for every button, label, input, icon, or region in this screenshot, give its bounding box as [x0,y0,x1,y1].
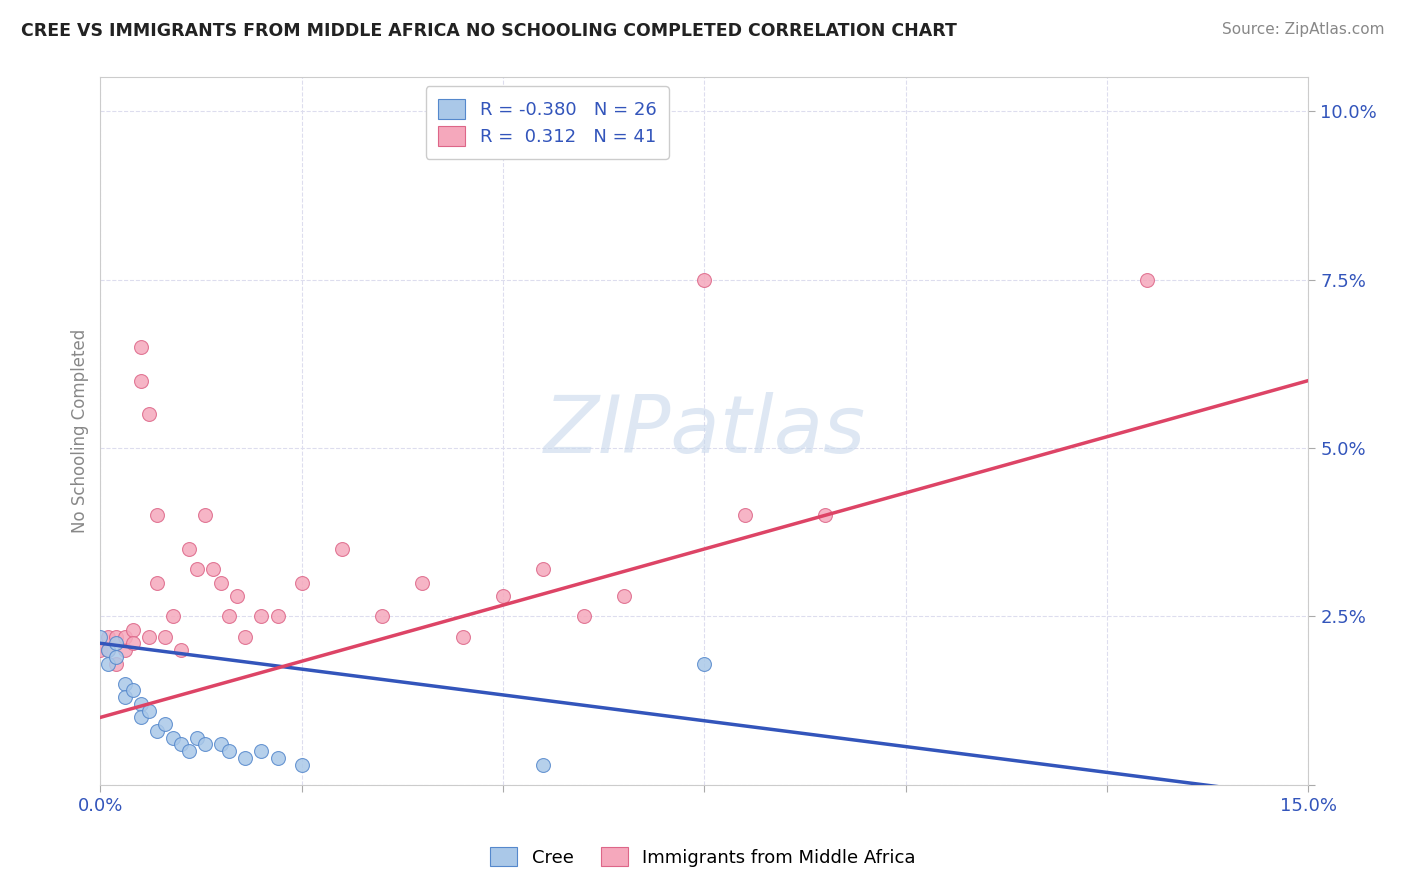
Point [1136,272,1159,286]
Point [291,757,314,772]
Point [105,630,128,644]
Point [162,609,184,624]
Point [129,374,152,388]
Point [129,710,152,724]
Point [572,609,595,624]
Point [97,643,120,657]
Point [693,657,716,671]
Point [114,676,136,690]
Legend: R = -0.380   N = 26, R =  0.312   N = 41: R = -0.380 N = 26, R = 0.312 N = 41 [426,87,669,159]
Text: CREE VS IMMIGRANTS FROM MIDDLE AFRICA NO SCHOOLING COMPLETED CORRELATION CHART: CREE VS IMMIGRANTS FROM MIDDLE AFRICA NO… [21,22,957,40]
Point [114,690,136,705]
Y-axis label: No Schooling Completed: No Schooling Completed [72,329,89,533]
Point [170,737,193,751]
Point [411,575,433,590]
Point [531,562,554,576]
Point [138,407,160,421]
Point [250,609,273,624]
Point [121,683,143,698]
Point [218,744,240,758]
Point [226,589,249,603]
Point [105,657,128,671]
Point [202,562,225,576]
Point [233,751,256,765]
Point [451,630,474,644]
Point [371,609,394,624]
Point [186,562,208,576]
Point [194,508,217,523]
Point [186,731,208,745]
Point [114,630,136,644]
Point [145,508,167,523]
Point [114,643,136,657]
Point [218,609,240,624]
Point [170,643,193,657]
Point [89,630,111,644]
Point [330,541,353,556]
Point [266,751,288,765]
Point [613,589,636,603]
Point [138,630,160,644]
Point [194,737,217,751]
Point [734,508,756,523]
Point [177,541,200,556]
Point [105,636,128,650]
Point [97,657,120,671]
Point [266,609,288,624]
Point [97,630,120,644]
Point [814,508,837,523]
Point [153,717,176,731]
Text: ZIPatlas: ZIPatlas [543,392,866,470]
Point [121,636,143,650]
Point [162,731,184,745]
Point [233,630,256,644]
Point [209,737,232,751]
Point [177,744,200,758]
Point [129,697,152,711]
Point [492,589,515,603]
Point [145,723,167,738]
Text: Source: ZipAtlas.com: Source: ZipAtlas.com [1222,22,1385,37]
Point [105,649,128,664]
Point [250,744,273,758]
Point [531,757,554,772]
Point [145,575,167,590]
Point [138,704,160,718]
Point [129,340,152,354]
Point [97,643,120,657]
Point [121,623,143,637]
Point [693,272,716,286]
Point [209,575,232,590]
Point [89,643,111,657]
Point [153,630,176,644]
Legend: Cree, Immigrants from Middle Africa: Cree, Immigrants from Middle Africa [484,840,922,874]
Point [291,575,314,590]
